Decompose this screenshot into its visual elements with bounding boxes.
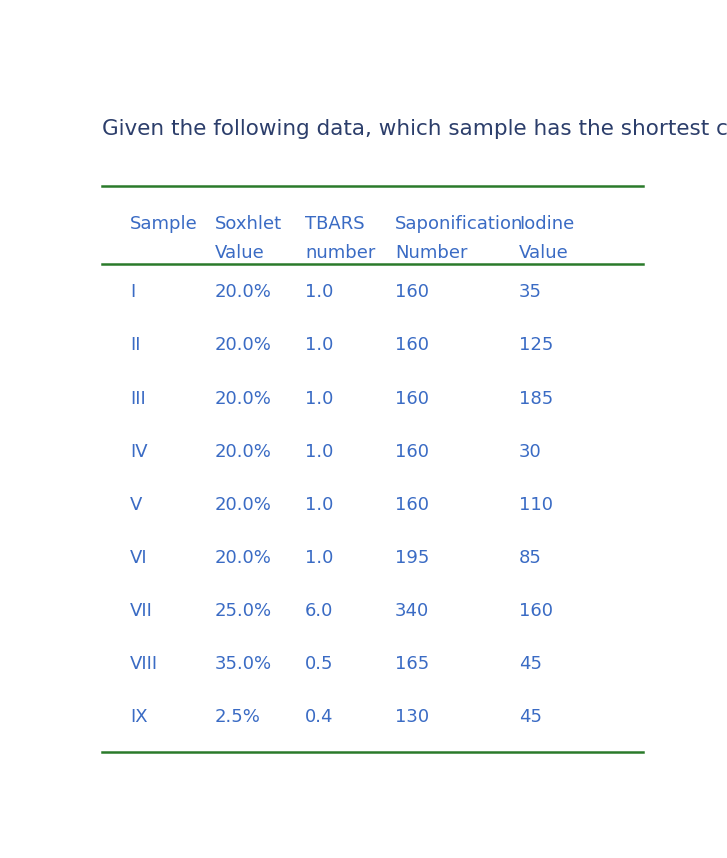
Text: 1.0: 1.0 [305, 390, 334, 408]
Text: Sample: Sample [130, 215, 198, 233]
Text: IV: IV [130, 443, 148, 461]
Text: IX: IX [130, 709, 148, 727]
Text: 160: 160 [395, 336, 429, 354]
Text: 2.5%: 2.5% [215, 709, 261, 727]
Text: 30: 30 [519, 443, 542, 461]
Text: 110: 110 [519, 496, 553, 514]
Text: III: III [130, 390, 146, 408]
Text: Number: Number [395, 244, 467, 262]
Text: 165: 165 [395, 656, 430, 674]
Text: 85: 85 [519, 549, 542, 567]
Text: 160: 160 [519, 602, 553, 620]
Text: 20.0%: 20.0% [215, 496, 272, 514]
Text: 0.4: 0.4 [305, 709, 334, 727]
Text: VIII: VIII [130, 656, 158, 674]
Text: 160: 160 [395, 443, 429, 461]
Text: Saponification: Saponification [395, 215, 523, 233]
Text: 20.0%: 20.0% [215, 390, 272, 408]
Text: 20.0%: 20.0% [215, 549, 272, 567]
Text: I: I [130, 283, 135, 301]
Text: 340: 340 [395, 602, 430, 620]
Text: 160: 160 [395, 496, 429, 514]
Text: TBARS: TBARS [305, 215, 365, 233]
Text: 130: 130 [395, 709, 429, 727]
Text: Value: Value [215, 244, 265, 262]
Text: VII: VII [130, 602, 153, 620]
Text: VI: VI [130, 549, 148, 567]
Text: 6.0: 6.0 [305, 602, 334, 620]
Text: 1.0: 1.0 [305, 443, 334, 461]
Text: 1.0: 1.0 [305, 549, 334, 567]
Text: 185: 185 [519, 390, 553, 408]
Text: number: number [305, 244, 375, 262]
Text: Soxhlet: Soxhlet [215, 215, 282, 233]
Text: 160: 160 [395, 390, 429, 408]
Text: 25.0%: 25.0% [215, 602, 272, 620]
Text: 20.0%: 20.0% [215, 443, 272, 461]
Text: 35: 35 [519, 283, 542, 301]
Text: V: V [130, 496, 142, 514]
Text: Given the following data, which sample has the shortest chain fatty acids?: Given the following data, which sample h… [102, 119, 727, 140]
Text: 1.0: 1.0 [305, 283, 334, 301]
Text: 0.5: 0.5 [305, 656, 334, 674]
Text: 45: 45 [519, 709, 542, 727]
Text: 20.0%: 20.0% [215, 283, 272, 301]
Text: 195: 195 [395, 549, 430, 567]
Text: 125: 125 [519, 336, 553, 354]
Text: 35.0%: 35.0% [215, 656, 272, 674]
Text: 45: 45 [519, 656, 542, 674]
Text: 160: 160 [395, 283, 429, 301]
Text: Value: Value [519, 244, 569, 262]
Text: 1.0: 1.0 [305, 496, 334, 514]
Text: 20.0%: 20.0% [215, 336, 272, 354]
Text: Iodine: Iodine [519, 215, 574, 233]
Text: II: II [130, 336, 141, 354]
Text: 1.0: 1.0 [305, 336, 334, 354]
